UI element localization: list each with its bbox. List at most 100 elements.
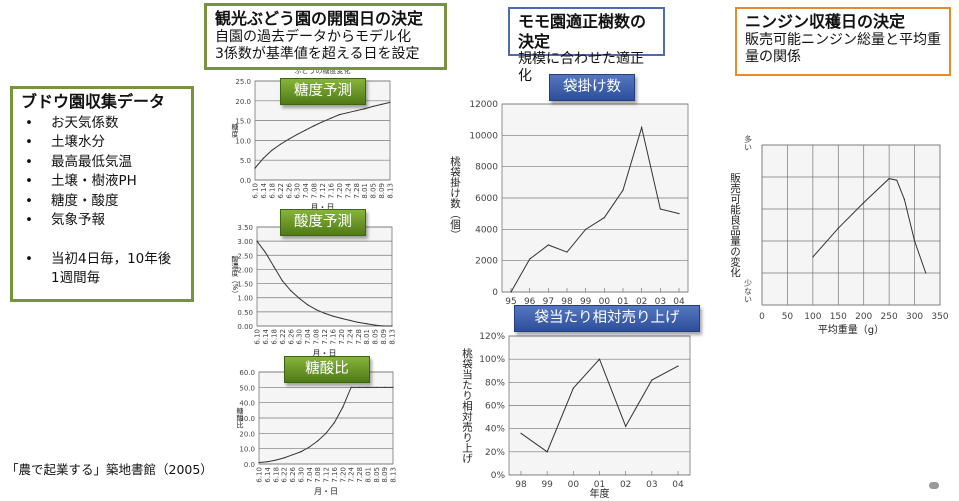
data-point xyxy=(342,406,344,408)
x-tick-label: 7.20 xyxy=(336,183,344,199)
x-tick-label: 6.14 xyxy=(262,328,270,344)
data-point xyxy=(913,240,916,242)
data-point xyxy=(384,386,386,388)
y-axis-bottom-label: 少ない xyxy=(744,279,753,303)
y-tick-label: 0 xyxy=(492,288,498,298)
data-point xyxy=(391,325,393,327)
sugar-chart-tag: 糖度予測 xyxy=(280,78,366,105)
y-tick-label: 25.0 xyxy=(235,78,251,86)
y-tick-label: 0.50 xyxy=(237,309,253,317)
y-tick-label: 20.0 xyxy=(235,98,251,106)
y-tick-label: 1.50 xyxy=(237,281,253,289)
data-point xyxy=(273,266,275,268)
data-point xyxy=(315,308,317,311)
y-tick-label: 2.50 xyxy=(237,252,253,260)
ratio-chart-tag: 糖酸比 xyxy=(284,356,370,383)
x-tick-label: 7.28 xyxy=(355,329,363,345)
x-tick-label: 7.08 xyxy=(313,329,321,345)
x-tick-label: 7.12 xyxy=(319,183,327,199)
x-axis-label: 平均重量（g） xyxy=(818,323,884,336)
x-tick-label: 8.01 xyxy=(361,183,369,199)
x-tick-label: 300 xyxy=(906,312,923,322)
plot-area xyxy=(761,144,941,306)
data-point xyxy=(290,290,292,292)
data-point xyxy=(271,149,273,151)
data-point xyxy=(325,432,327,434)
x-tick-label: 95 xyxy=(505,297,516,307)
y-axis-label: 酸濃度（%） xyxy=(231,255,239,297)
y-tick-label: 40% xyxy=(485,425,505,435)
x-tick-label: 7.24 xyxy=(344,182,352,198)
series-line xyxy=(812,178,927,274)
data-point xyxy=(678,213,680,215)
x-tick-label: 7.16 xyxy=(329,328,337,344)
x-tick-label: 6.10 xyxy=(256,467,264,483)
x-tick-label: 8.05 xyxy=(370,183,378,199)
data-point xyxy=(321,121,324,123)
x-tick-label: 7.12 xyxy=(321,329,329,345)
data-point xyxy=(275,459,277,461)
vineyard-data-title: ブドウ園収集データ xyxy=(21,92,166,111)
y-tick-label: 10000 xyxy=(469,131,498,141)
y-tick-label: 2000 xyxy=(475,257,498,267)
data-point xyxy=(566,251,568,253)
x-tick-label: 350 xyxy=(931,312,948,322)
x-tick-label: 6.10 xyxy=(254,329,262,345)
y-axis-label: 販売可能良品量の変化 xyxy=(729,173,741,279)
data-point xyxy=(300,451,302,453)
x-tick-label: 7.24 xyxy=(346,328,354,344)
plot-area xyxy=(256,226,393,327)
data-point xyxy=(296,133,298,136)
carrot-harvest-box: ニンジン収穫日の決定 販売可能ニンジン総量と平均重量の関係 xyxy=(735,7,951,76)
x-tick-label: 100 xyxy=(804,312,821,322)
list-item: 土壌・樹液PH xyxy=(21,172,183,192)
x-tick-label: 6.18 xyxy=(272,467,280,483)
data-point xyxy=(837,227,839,229)
y-tick-label: 3.00 xyxy=(237,238,253,246)
data-point xyxy=(364,108,366,110)
x-tick-label: 7.04 xyxy=(302,182,310,198)
x-tick-label: 02 xyxy=(636,297,647,307)
x-tick-label: 6.10 xyxy=(252,183,260,199)
grape-opening-line: 自園の過去データからモデル化 xyxy=(215,28,411,45)
x-tick-label: 99 xyxy=(541,480,553,490)
data-point xyxy=(338,114,340,116)
x-tick-label: 7.24 xyxy=(348,466,356,482)
acid-chart-tag: 酸度予測 xyxy=(280,209,366,236)
data-point xyxy=(350,386,352,388)
y-tick-label: 12000 xyxy=(469,100,498,110)
x-tick-label: 97 xyxy=(543,297,554,307)
y-tick-label: 40.0 xyxy=(239,400,255,408)
y-tick-label: 80% xyxy=(485,378,505,388)
data-point xyxy=(305,129,307,131)
x-tick-label: 00 xyxy=(599,297,611,307)
data-point xyxy=(258,461,260,464)
y-tick-label: 20% xyxy=(485,448,505,458)
peach-trees-title: モモ園適正樹数の決定 xyxy=(518,12,647,51)
data-point xyxy=(254,167,256,169)
data-point xyxy=(389,101,391,103)
data-point xyxy=(510,291,512,293)
peach-trees-box: モモ園適正樹数の決定 規模に合わせた適正化 xyxy=(508,7,665,84)
x-tick-label: 6.26 xyxy=(289,466,297,482)
x-tick-label: 7.20 xyxy=(339,467,347,483)
y-tick-label: 100% xyxy=(479,355,505,365)
grape-opening-box: 観光ぶどう園の開園日の決定 自園の過去データからモデル化 3係数が基準値を超える… xyxy=(204,3,447,70)
y-axis-label: 糖酸比 xyxy=(236,407,244,430)
y-tick-label: 0% xyxy=(491,471,506,481)
x-tick-label: 200 xyxy=(855,312,872,322)
sales-chart-tag: 袋当たり相対売り上げ xyxy=(514,305,700,332)
x-tick-label: 8.05 xyxy=(372,329,380,345)
x-tick-label: 00 xyxy=(568,480,580,490)
y-tick-label: 60.0 xyxy=(239,369,255,377)
x-tick-label: 6.26 xyxy=(287,328,295,344)
series-line xyxy=(510,125,680,293)
data-point xyxy=(888,178,890,180)
y-tick-label: 10.0 xyxy=(235,137,251,145)
data-point xyxy=(375,386,377,388)
x-tick-label: 7.04 xyxy=(306,466,314,482)
x-tick-label: 6.26 xyxy=(285,182,293,198)
x-tick-label: 8.13 xyxy=(387,183,395,199)
data-point xyxy=(333,422,335,424)
x-tick-label: 6.22 xyxy=(277,183,285,199)
